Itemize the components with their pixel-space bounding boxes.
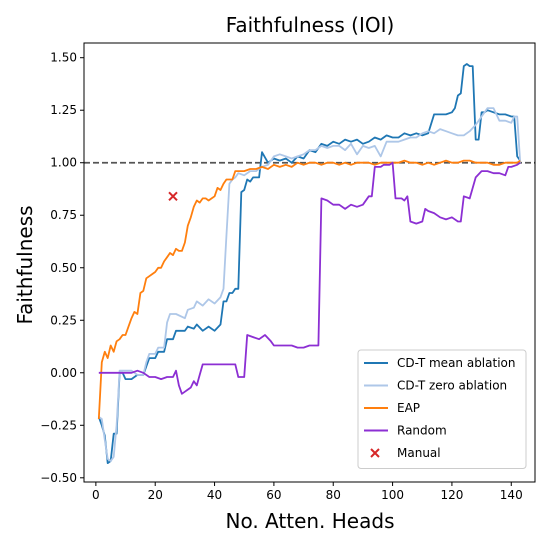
x-tick-label: 100 [381, 488, 404, 502]
chart-title: Faithfulness (IOI) [226, 13, 395, 37]
series-line-cd-t-zero-ablation [98, 107, 522, 462]
y-tick-label: 1.50 [50, 51, 77, 65]
y-tick-label: 1.25 [50, 103, 77, 117]
y-tick-label: −0.50 [40, 471, 77, 485]
y-tick-label: −0.25 [40, 418, 77, 432]
y-tick-label: 0.25 [50, 313, 77, 327]
legend-entry: EAP [397, 401, 420, 415]
x-tick-label: 40 [207, 488, 222, 502]
plot-area: 0 20 40 60 80 100 120 140 −0.50 −0.25 0.00 0.25 0.50… [40, 42, 536, 502]
axes-frame [83, 42, 536, 483]
x-tick-label: 60 [266, 488, 281, 502]
legend-marker [370, 448, 380, 458]
series-line-random [98, 161, 521, 395]
x-tick-label: 120 [440, 488, 463, 502]
legend: CD-T mean ablation CD-T zero ablation EAP R… [357, 349, 527, 469]
x-tick-label: 20 [148, 488, 163, 502]
x-tick-label: 140 [500, 488, 523, 502]
y-tick-label: 0.50 [50, 261, 77, 275]
y-tick-label: 1.00 [50, 156, 77, 170]
y-axis-label: Faithfulness [13, 205, 37, 324]
legend-entry: CD-T zero ablation [397, 379, 507, 393]
series-line-cd-t-mean-ablation [97, 63, 521, 464]
series-line-eap [97, 159, 521, 420]
legend-box [357, 349, 527, 469]
legend-entry: Manual [397, 446, 441, 460]
legend-entry: Random [397, 424, 447, 438]
legend-entry: CD-T mean ablation [397, 356, 515, 370]
x-tick-label: 80 [326, 488, 341, 502]
x-tick-label: 0 [92, 488, 100, 502]
manual-marker [168, 191, 178, 202]
y-tick-label: 0.75 [50, 208, 77, 222]
x-axis-label: No. Atten. Heads [226, 509, 395, 533]
y-tick-label: 0.00 [50, 366, 77, 380]
